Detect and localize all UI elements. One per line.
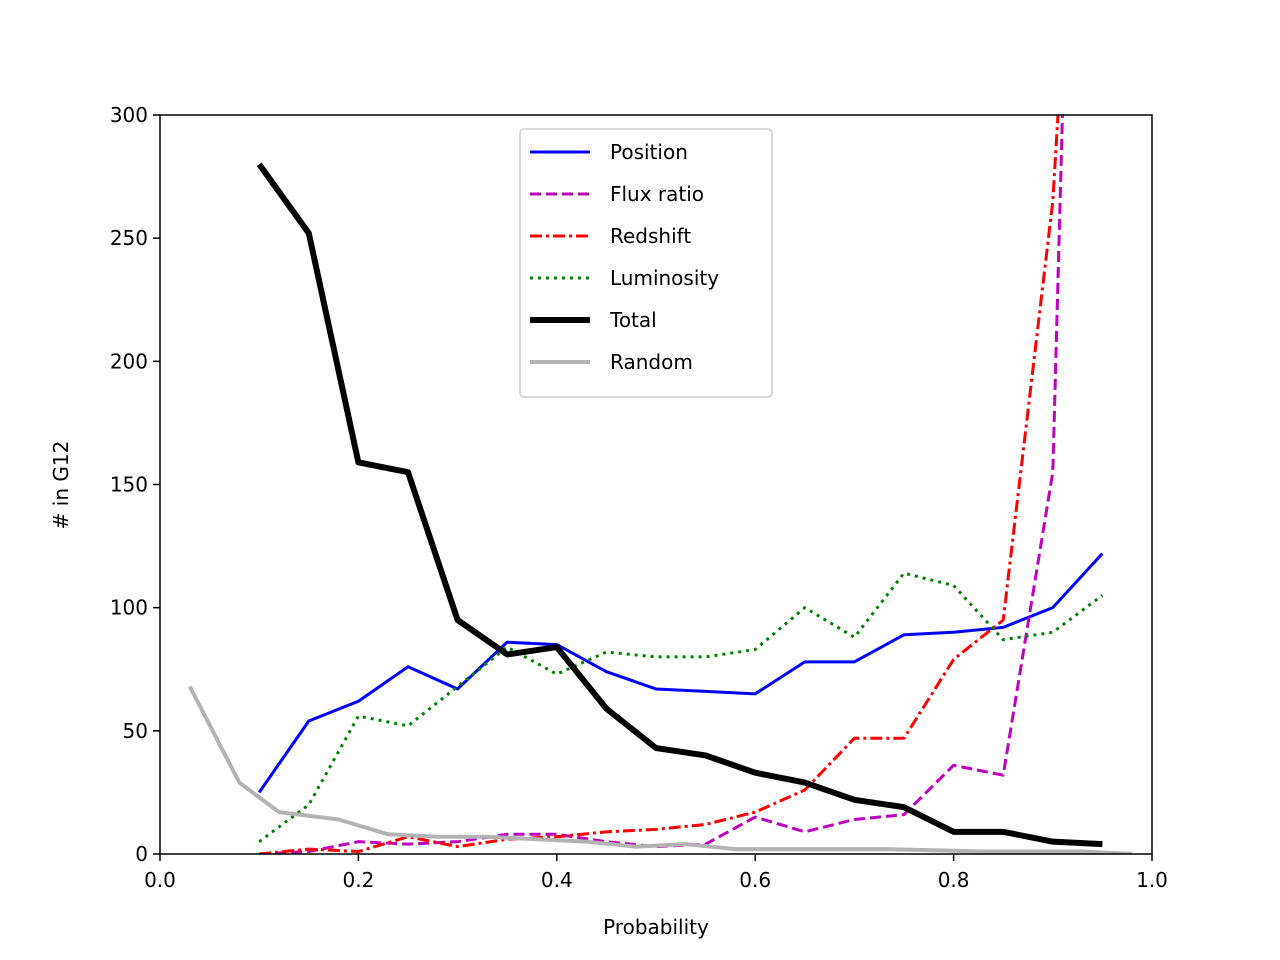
legend-box [519,128,773,398]
x-tick-label: 1.0 [1136,868,1168,892]
series-line [256,162,1103,848]
legend-label: Random [610,350,693,374]
x-tick-label: 0.2 [342,868,374,892]
y-tick-label: 250 [110,226,148,250]
y-tick-label: 50 [123,719,148,743]
y-tick-label: 0 [135,842,148,866]
legend-label: Total [609,308,657,332]
x-tick-label: 0.8 [938,868,970,892]
y-tick-label: 100 [110,596,148,620]
y-tick-label: 300 [110,103,148,127]
series-line [257,552,1104,794]
x-tick-label: 0.6 [739,868,771,892]
series-line [187,685,1133,854]
legend: Position Flux ratio Redshift Luminosity Tota… [519,128,773,398]
x-axis-label: Probability [603,915,709,939]
legend-label: Redshift [610,224,691,248]
y-tick-label: 200 [110,349,148,373]
legend-label: Flux ratio [610,182,704,206]
x-tick-label: 0.4 [541,868,573,892]
legend-label: Position [610,140,688,164]
y-axis-label: # in G12 [49,441,73,530]
x-tick-label: 0.0 [144,868,176,892]
plot-area [187,115,1133,854]
y-tick-label: 150 [110,473,148,497]
legend-label: Luminosity [610,266,719,290]
series-line [259,115,1060,854]
